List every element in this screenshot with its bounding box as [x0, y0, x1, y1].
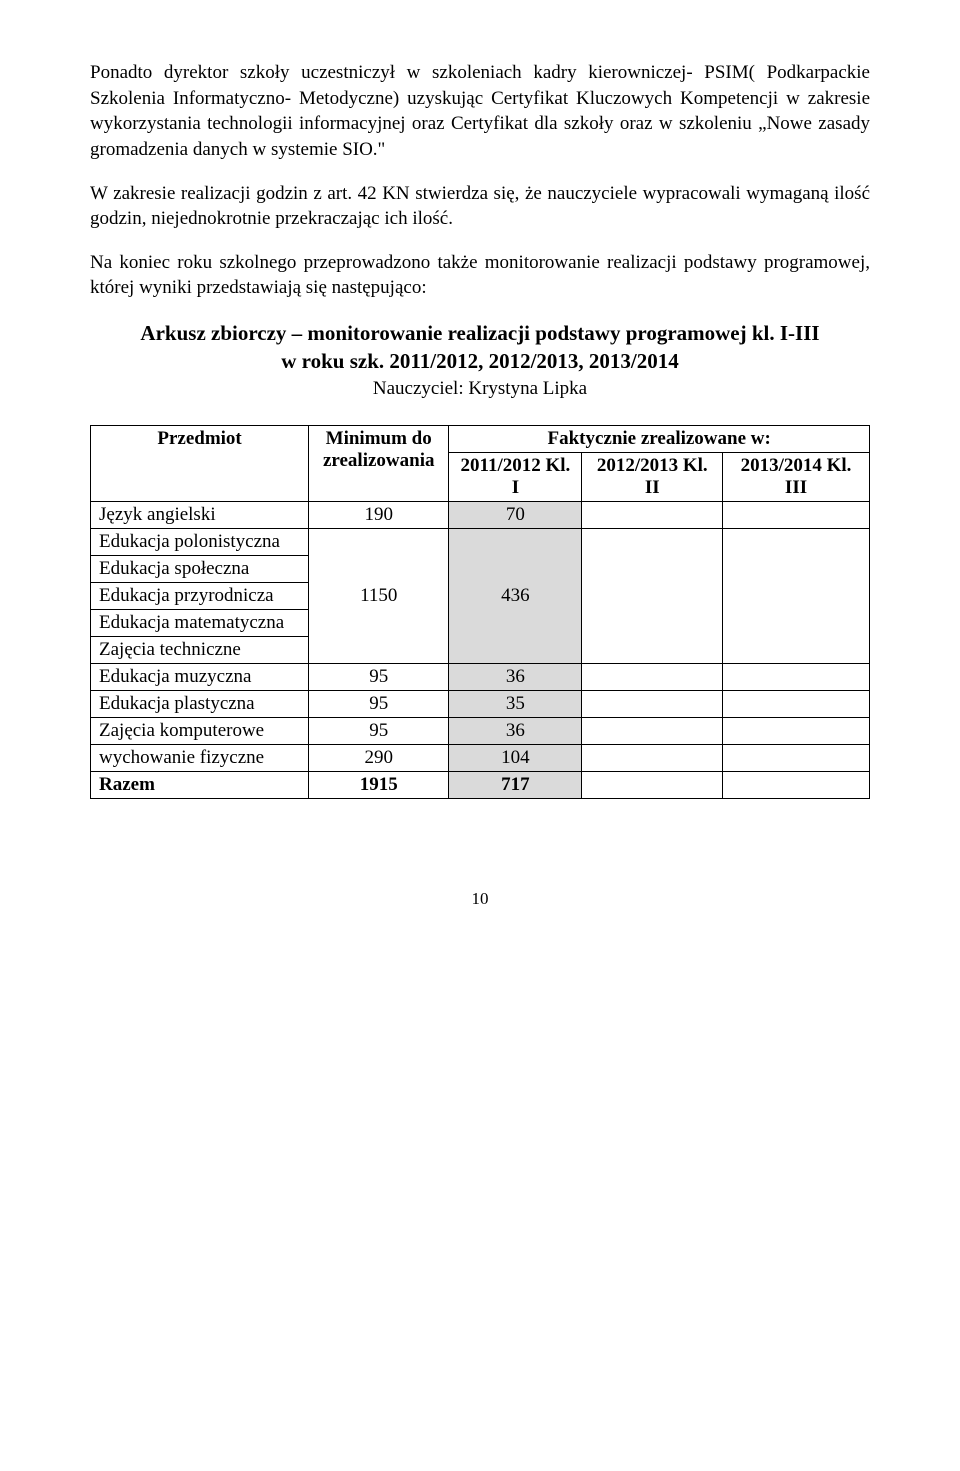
- cell-v2: [582, 718, 723, 745]
- cell-v3: [723, 772, 870, 799]
- cell-label: Edukacja plastyczna: [91, 691, 309, 718]
- cell-label: Edukacja społeczna: [91, 556, 309, 583]
- cell-v3: [723, 502, 870, 529]
- paragraph-1: Ponadto dyrektor szkoły uczestniczył w s…: [90, 60, 870, 163]
- cell-min: 290: [309, 745, 449, 772]
- table-row: Język angielski 190 70: [91, 502, 870, 529]
- col-minimum: Minimum do zrealizowania: [309, 426, 449, 502]
- cell-min: 95: [309, 718, 449, 745]
- cell-v3: [723, 691, 870, 718]
- cell-v1-merged: 436: [449, 529, 582, 664]
- cell-v2: [582, 502, 723, 529]
- cell-v2: [582, 772, 723, 799]
- cell-label: Zajęcia komputerowe: [91, 718, 309, 745]
- cell-min: 95: [309, 664, 449, 691]
- cell-min: 95: [309, 691, 449, 718]
- col-subject: Przedmiot: [91, 426, 309, 502]
- cell-label: Zajęcia techniczne: [91, 637, 309, 664]
- cell-v3: [723, 745, 870, 772]
- cell-v3-merged: [723, 529, 870, 664]
- cell-label: Język angielski: [91, 502, 309, 529]
- table-row: Edukacja plastyczna 95 35: [91, 691, 870, 718]
- cell-min: 190: [309, 502, 449, 529]
- cell-min-merged: 1150: [309, 529, 449, 664]
- cell-v1: 70: [449, 502, 582, 529]
- page-number: 10: [90, 889, 870, 909]
- cell-v1: 35: [449, 691, 582, 718]
- heading-line1: Arkusz zbiorczy – monitorowanie realizac…: [90, 319, 870, 347]
- cell-v2: [582, 691, 723, 718]
- table-row: Zajęcia komputerowe 95 36: [91, 718, 870, 745]
- cell-min: 1915: [309, 772, 449, 799]
- col-year-3: 2013/2014 Kl. III: [723, 453, 870, 502]
- cell-label: Razem: [91, 772, 309, 799]
- cell-label: Edukacja polonistyczna: [91, 529, 309, 556]
- col-year-2: 2012/2013 Kl. II: [582, 453, 723, 502]
- cell-v1: 717: [449, 772, 582, 799]
- cell-v2: [582, 745, 723, 772]
- cell-label: Edukacja muzyczna: [91, 664, 309, 691]
- table-row-total: Razem 1915 717: [91, 772, 870, 799]
- summary-table: Przedmiot Minimum do zrealizowania Fakty…: [90, 425, 870, 799]
- col-year-1: 2011/2012 Kl. I: [449, 453, 582, 502]
- table-body: Język angielski 190 70 Edukacja polonist…: [91, 502, 870, 799]
- cell-v2: [582, 664, 723, 691]
- paragraph-3: Na koniec roku szkolnego przeprowadzono …: [90, 250, 870, 301]
- cell-v1: 36: [449, 664, 582, 691]
- table-header-row-1: Przedmiot Minimum do zrealizowania Fakty…: [91, 426, 870, 453]
- cell-v3: [723, 664, 870, 691]
- col-actual: Faktycznie zrealizowane w:: [449, 426, 870, 453]
- cell-label: Edukacja przyrodnicza: [91, 583, 309, 610]
- paragraph-2: W zakresie realizacji godzin z art. 42 K…: [90, 181, 870, 232]
- document-page: Ponadto dyrektor szkoły uczestniczył w s…: [0, 0, 960, 949]
- cell-v2-merged: [582, 529, 723, 664]
- table-heading: Arkusz zbiorczy – monitorowanie realizac…: [90, 319, 870, 401]
- table-row: Edukacja muzyczna 95 36: [91, 664, 870, 691]
- heading-line2: w roku szk. 2011/2012, 2012/2013, 2013/2…: [90, 347, 870, 375]
- heading-teacher: Nauczyciel: Krystyna Lipka: [90, 376, 870, 402]
- table-row: Edukacja polonistyczna 1150 436: [91, 529, 870, 556]
- table-row: wychowanie fizyczne 290 104: [91, 745, 870, 772]
- cell-v1: 36: [449, 718, 582, 745]
- cell-v1: 104: [449, 745, 582, 772]
- cell-label: Edukacja matematyczna: [91, 610, 309, 637]
- cell-label: wychowanie fizyczne: [91, 745, 309, 772]
- cell-v3: [723, 718, 870, 745]
